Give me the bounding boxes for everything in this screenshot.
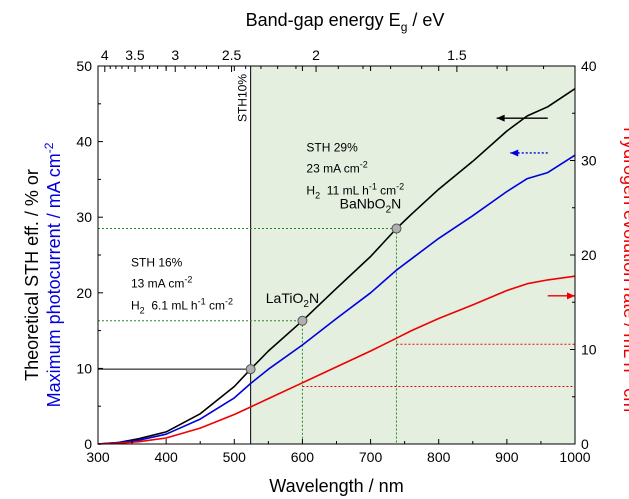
hydrogen-rate-series: [97, 275, 576, 445]
banbo2n-label-tail: N: [391, 196, 401, 212]
material-marker-2: [391, 223, 402, 234]
left-tick-label-20: 20: [76, 285, 92, 301]
sth16-line3: H2 6.1 mL h-1 cm-2: [131, 296, 233, 315]
sth16-annotation: STH 16% 13 mA cm-2 H2 6.1 mL h-1 cm-2: [131, 255, 233, 315]
right-axis-title-mid: cm: [620, 383, 629, 412]
sth16-line3-rate: 6.1 mL h: [145, 298, 198, 312]
photocurrent-series: [97, 154, 576, 445]
sth16-line2: 13 mA cm-2: [131, 274, 192, 290]
sth16-line3-h: H: [131, 298, 140, 312]
top-axis-title-main: Band-gap energy E: [246, 10, 401, 30]
sth29-line3-sub: 2: [315, 190, 320, 200]
left-tick-label-40: 40: [76, 134, 92, 150]
x-tick-label-700: 700: [359, 449, 383, 465]
x-axis-title: Wavelength / nm: [269, 476, 403, 496]
left-tick-label-0: 0: [84, 436, 92, 452]
sth29-line3-h: H: [306, 183, 315, 197]
banbo2n-label-main: BaNbO: [340, 196, 386, 212]
latio2n-label-main: LaTiO: [266, 290, 304, 306]
right-tick-label-40: 40: [581, 58, 597, 74]
data-series: [97, 88, 576, 445]
banbo2n-label: BaNbO2N: [340, 196, 402, 216]
top-axis-title-unit: / eV: [407, 10, 444, 30]
latio2n-label-tail: N: [309, 290, 319, 306]
sth16-line3-sup2: -2: [225, 296, 233, 306]
sth29-line3-sup2: -2: [396, 181, 404, 191]
left-axis-title-blue-sup: -2: [42, 142, 56, 153]
right-axis-title: Hydrogen evolution rate / mL h-1 cm-2: [620, 127, 629, 423]
x-tick-label-400: 400: [154, 449, 178, 465]
top-tick-label-3: 2.5: [222, 47, 242, 63]
top-tick-label-0: 4: [101, 47, 109, 63]
sth16-line3-sup1: -1: [198, 296, 206, 306]
reference-lines: [98, 66, 575, 444]
sth16-line2-sup: -2: [184, 274, 192, 284]
sth29-line3-rate: 11 mL h: [320, 183, 369, 197]
latio2n-label-sub: 2: [303, 299, 309, 310]
banbo2n-label-sub: 2: [386, 205, 392, 216]
right-tick-label-20: 20: [581, 247, 597, 263]
top-tick-label-4: 2: [312, 47, 320, 63]
material-marker-0: [245, 364, 256, 375]
right-tick-label-0: 0: [581, 436, 589, 452]
right-tick-label-30: 30: [581, 153, 597, 169]
x-tick-label-600: 600: [291, 449, 315, 465]
sth16-line2-main: 13 mA cm: [131, 276, 184, 290]
sth29-line2-sup: -2: [360, 159, 368, 169]
sth29-line3-sup1: -1: [369, 181, 377, 191]
right-axis-title-main: Hydrogen evolution rate / mL h: [620, 127, 629, 372]
sth-efficiency-series: [97, 88, 576, 445]
x-tick-label-500: 500: [223, 449, 247, 465]
material-marker-1: [297, 315, 308, 326]
left-axis-title-blue-main: Maximum photocurrent / mA cm: [44, 153, 64, 407]
left-tick-label-30: 30: [76, 209, 92, 225]
arrow-head-2: [567, 292, 575, 300]
sth10-label: STH10%: [236, 74, 250, 122]
right-tick-label-10: 10: [581, 342, 597, 358]
sth29-line1: STH 29%: [306, 140, 358, 154]
arrow-head-1: [510, 149, 519, 157]
arrow-head-0: [496, 114, 505, 122]
axis-arrows: [496, 114, 575, 300]
latio2n-label: LaTiO2N: [266, 290, 319, 310]
x-tick-label-300: 300: [86, 449, 110, 465]
top-tick-label-2: 3: [171, 47, 179, 63]
sth29-line3: H2 11 mL h-1 cm-2: [306, 181, 404, 200]
sth29-line2: 23 mA cm-2: [306, 159, 367, 175]
x-tick-label-800: 800: [427, 449, 451, 465]
left-axis-title-black: Theoretical STH eff. / % or: [22, 169, 42, 381]
x-tick-label-900: 900: [495, 449, 519, 465]
top-axis-title-sub: g: [401, 20, 408, 34]
top-axis-title: Band-gap energy Eg / eV: [246, 10, 445, 34]
x-tick-label-1000: 1000: [559, 449, 590, 465]
sth16-line1: STH 16%: [131, 255, 183, 269]
top-tick-label-5: 1.5: [447, 47, 467, 63]
left-tick-label-50: 50: [76, 58, 92, 74]
sth29-line2-main: 23 mA cm: [306, 161, 359, 175]
visible-light-shaded-region: [250, 66, 575, 444]
left-axis-title-blue: Maximum photocurrent / mA cm-2: [42, 142, 64, 407]
top-tick-label-1: 3.5: [125, 47, 145, 63]
axis-ticks: 300 400 500 600 700 800 900 1000010203040500102…: [76, 47, 596, 465]
sth16-line3-sub: 2: [140, 305, 145, 315]
sth29-line3-cm: cm: [377, 183, 396, 197]
left-tick-label-10: 10: [76, 360, 92, 376]
sth16-line3-cm: cm: [206, 298, 225, 312]
material-markers: [245, 223, 402, 375]
sth29-annotation: STH 29% 23 mA cm-2 H2 11 mL h-1 cm-2: [306, 140, 404, 200]
